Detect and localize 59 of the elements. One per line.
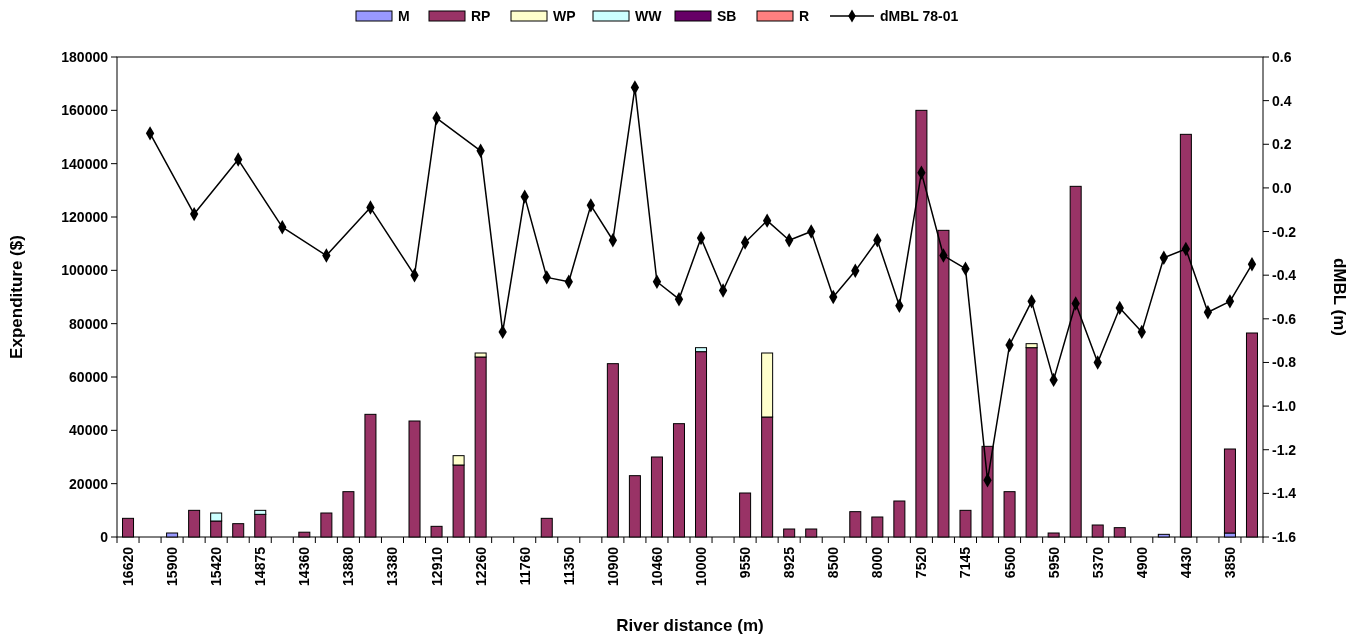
- x-tick-label: 10460: [648, 546, 665, 586]
- x-tick-label: 7145: [957, 546, 974, 579]
- x-tick-label: 4430: [1177, 546, 1194, 579]
- legend-label: WW: [635, 8, 663, 24]
- x-tick-label: 13880: [340, 546, 357, 586]
- y2-tick-label: -1.2: [1272, 441, 1297, 458]
- y2-tick-label: 0.4: [1272, 92, 1292, 109]
- y-tick-label: 100000: [61, 262, 109, 279]
- x-tick-label: 15420: [208, 546, 225, 586]
- x-tick-label: 4900: [1133, 546, 1150, 579]
- legend-label: RP: [471, 8, 491, 24]
- y2-tick-label: -0.8: [1272, 354, 1297, 371]
- x-tick-label: 8500: [825, 546, 842, 579]
- x-tick-label: 6500: [1001, 546, 1018, 579]
- x-axis-title: River distance (m): [616, 616, 764, 635]
- y2-tick-label: -0.6: [1272, 310, 1297, 327]
- y-tick-label: 20000: [69, 475, 109, 492]
- x-tick-label: 14360: [296, 546, 313, 586]
- x-tick-label: 10900: [604, 546, 621, 586]
- legend-label: dMBL 78-01: [880, 8, 959, 24]
- x-tick-label: 5950: [1045, 546, 1062, 579]
- y-tick-label: 80000: [69, 315, 109, 332]
- x-tick-label: 3850: [1221, 546, 1238, 579]
- y-tick-label: 0: [100, 529, 109, 545]
- y2-tick-label: -1.4: [1272, 485, 1297, 502]
- x-tick-label: 12260: [472, 546, 489, 586]
- x-tick-label: 8000: [869, 546, 886, 579]
- x-tick-label: 15900: [164, 546, 181, 586]
- x-tick-label: 12910: [428, 546, 445, 586]
- x-tick-label: 11350: [560, 546, 577, 586]
- x-tick-label: 16620: [120, 546, 137, 586]
- y-tick-label: 140000: [61, 155, 109, 172]
- y-tick-label: 180000: [61, 49, 109, 65]
- x-tick-label: 8925: [781, 546, 798, 579]
- y2-tick-label: 0.2: [1272, 136, 1292, 153]
- y-tick-label: 60000: [69, 369, 109, 385]
- y2-tick-label: 0.0: [1272, 179, 1292, 196]
- y2-tick-label: -1.0: [1272, 398, 1297, 415]
- y2-tick-label: -0.4: [1272, 267, 1297, 284]
- y2-axis-title: dMBL (m): [1330, 257, 1349, 337]
- y2-tick-label: 0.6: [1272, 49, 1292, 65]
- y-tick-label: 120000: [61, 209, 109, 225]
- bar: [1223, 448, 1236, 534]
- legend-label: WP: [553, 8, 576, 24]
- x-tick-label: 14875: [252, 546, 269, 586]
- x-tick-label: 11760: [516, 546, 533, 586]
- y-axis-title: Expenditure ($): [7, 235, 26, 359]
- legend-label: R: [799, 8, 810, 24]
- y2-tick-label: -0.2: [1272, 223, 1297, 240]
- legend-label: M: [398, 8, 410, 24]
- x-tick-label: 10000: [693, 546, 710, 586]
- y2-tick-label: -1.6: [1272, 529, 1297, 545]
- x-tick-label: 5370: [1089, 546, 1106, 579]
- y-tick-label: 160000: [61, 102, 109, 119]
- x-tick-label: 7520: [913, 546, 930, 579]
- legend-label: SB: [717, 8, 737, 24]
- y-tick-label: 40000: [69, 422, 109, 439]
- x-tick-label: 9550: [737, 546, 754, 579]
- x-tick-label: 13380: [384, 546, 401, 586]
